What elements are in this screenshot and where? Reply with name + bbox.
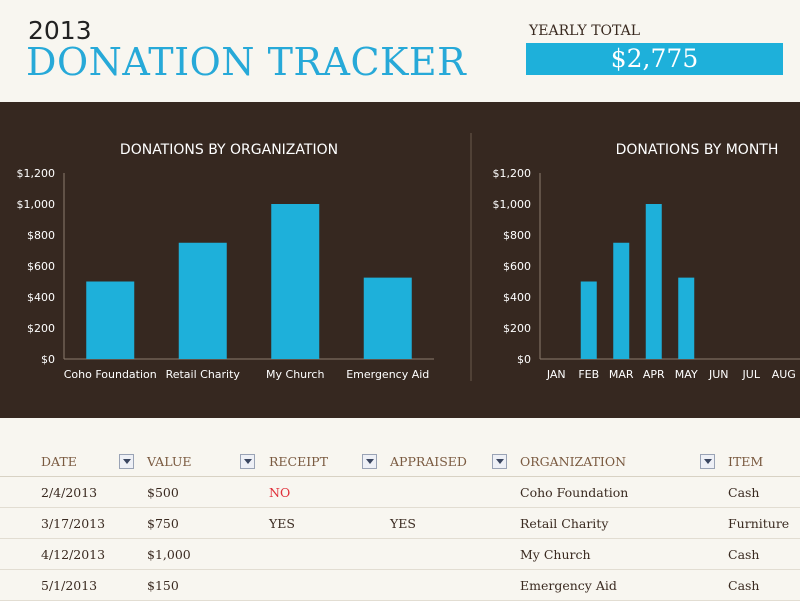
cell-date[interactable]: 3/17/2013 bbox=[0, 507, 147, 539]
filter-dropdown-receipt-icon[interactable] bbox=[362, 454, 377, 469]
y-tick-label: $1,200 bbox=[493, 167, 532, 180]
cell-receipt[interactable]: NO bbox=[269, 476, 390, 508]
y-tick-label: $400 bbox=[503, 291, 531, 304]
y-tick-label: $1,200 bbox=[17, 167, 56, 180]
cell-item[interactable]: Cash bbox=[728, 476, 800, 508]
bar-org-2 bbox=[271, 204, 320, 359]
x-category-label: Emergency Aid bbox=[346, 368, 429, 381]
y-tick-label: $800 bbox=[503, 229, 531, 242]
chart-title: DONATIONS BY MONTH bbox=[616, 142, 779, 158]
cell-organization[interactable]: Retail Charity bbox=[520, 507, 728, 539]
column-header-label: VALUE bbox=[147, 453, 192, 469]
table-row[interactable]: 3/17/2013 $750 YES YES Retail Charity Fu… bbox=[0, 507, 800, 539]
donations-table: DATE VALUE RECEIPT APPRAISED ORGANIZATIO… bbox=[0, 446, 800, 601]
cell-value[interactable]: $150 bbox=[147, 569, 269, 601]
cell-appraised[interactable] bbox=[390, 538, 520, 570]
column-header-label: ORGANIZATION bbox=[520, 453, 627, 469]
column-header-label: APPRAISED bbox=[390, 453, 467, 469]
cell-appraised[interactable]: YES bbox=[390, 507, 520, 539]
filter-dropdown-value-icon[interactable] bbox=[240, 454, 255, 469]
filter-dropdown-date-icon[interactable] bbox=[119, 454, 134, 469]
y-tick-label: $1,000 bbox=[17, 198, 56, 211]
year-label: 2013 bbox=[28, 16, 92, 45]
page-title: DONATION TRACKER bbox=[26, 40, 467, 84]
bar-month-4 bbox=[678, 277, 695, 359]
y-tick-label: $1,000 bbox=[493, 198, 532, 211]
bar-month-3 bbox=[645, 204, 662, 359]
x-category-label: Coho Foundation bbox=[64, 368, 157, 381]
yearly-total-value[interactable]: $2,775 bbox=[526, 43, 783, 75]
x-category-label: My Church bbox=[266, 368, 324, 381]
cell-item[interactable]: Furniture bbox=[728, 507, 800, 539]
x-category-label: JUL bbox=[742, 368, 761, 381]
header: 2013 DONATION TRACKER YEARLY TOTAL $2,77… bbox=[0, 0, 800, 102]
bar-month-2 bbox=[613, 242, 630, 359]
cell-value[interactable]: $500 bbox=[147, 476, 269, 508]
column-header-date[interactable]: DATE bbox=[0, 446, 147, 477]
column-header-item[interactable]: ITEM bbox=[728, 446, 800, 477]
column-header-value[interactable]: VALUE bbox=[147, 446, 269, 477]
y-tick-label: $600 bbox=[27, 260, 55, 273]
cell-receipt[interactable] bbox=[269, 569, 390, 601]
filter-dropdown-organization-icon[interactable] bbox=[700, 454, 715, 469]
cell-date[interactable]: 4/12/2013 bbox=[0, 538, 147, 570]
bar-org-1 bbox=[178, 242, 227, 359]
table-row[interactable]: 4/12/2013 $1,000 My Church Cash bbox=[0, 538, 800, 570]
x-category-label: JAN bbox=[546, 368, 566, 381]
cell-item[interactable]: Cash bbox=[728, 569, 800, 601]
x-category-label: FEB bbox=[578, 368, 599, 381]
table-header-row: DATE VALUE RECEIPT APPRAISED ORGANIZATIO… bbox=[0, 446, 800, 477]
yearly-total-label: YEARLY TOTAL bbox=[529, 23, 641, 39]
column-header-label: ITEM bbox=[728, 453, 764, 469]
y-tick-label: $200 bbox=[27, 322, 55, 335]
charts-svg: DONATIONS BY ORGANIZATION $0 $200 $400 $600 $… bbox=[17, 133, 800, 381]
x-category-label: JUN bbox=[708, 368, 729, 381]
x-category-label: Retail Charity bbox=[166, 368, 241, 381]
cell-receipt[interactable]: YES bbox=[269, 507, 390, 539]
cell-organization[interactable]: Coho Foundation bbox=[520, 476, 728, 508]
column-header-receipt[interactable]: RECEIPT bbox=[269, 446, 390, 477]
y-tick-label: $200 bbox=[503, 322, 531, 335]
column-header-appraised[interactable]: APPRAISED bbox=[390, 446, 520, 477]
cell-value[interactable]: $1,000 bbox=[147, 538, 269, 570]
x-category-label: MAY bbox=[675, 368, 698, 381]
y-tick-label: $0 bbox=[41, 353, 55, 366]
cell-value[interactable]: $750 bbox=[147, 507, 269, 539]
x-category-label: MAR bbox=[609, 368, 634, 381]
cell-appraised[interactable] bbox=[390, 569, 520, 601]
y-tick-label: $0 bbox=[517, 353, 531, 366]
bar-org-0 bbox=[86, 281, 135, 359]
cell-date[interactable]: 2/4/2013 bbox=[0, 476, 147, 508]
cell-item[interactable]: Cash bbox=[728, 538, 800, 570]
cell-receipt[interactable] bbox=[269, 538, 390, 570]
column-header-organization[interactable]: ORGANIZATION bbox=[520, 446, 728, 477]
cell-date[interactable]: 5/1/2013 bbox=[0, 569, 147, 601]
bar-month-1 bbox=[580, 281, 597, 359]
filter-dropdown-appraised-icon[interactable] bbox=[492, 454, 507, 469]
bar-org-3 bbox=[363, 277, 412, 359]
table-row[interactable]: 5/1/2013 $150 Emergency Aid Cash bbox=[0, 569, 800, 601]
column-header-label: RECEIPT bbox=[269, 453, 328, 469]
column-header-label: DATE bbox=[41, 453, 77, 469]
cell-appraised[interactable] bbox=[390, 476, 520, 508]
y-tick-label: $800 bbox=[27, 229, 55, 242]
x-category-label: APR bbox=[643, 368, 665, 381]
x-category-label: AUG bbox=[772, 368, 796, 381]
table-row[interactable]: 2/4/2013 $500 NO Coho Foundation Cash bbox=[0, 476, 800, 508]
cell-organization[interactable]: My Church bbox=[520, 538, 728, 570]
y-tick-label: $600 bbox=[503, 260, 531, 273]
cell-organization[interactable]: Emergency Aid bbox=[520, 569, 728, 601]
charts-band: DONATIONS BY ORGANIZATION $0 $200 $400 $600 $… bbox=[0, 102, 800, 418]
y-tick-label: $400 bbox=[27, 291, 55, 304]
chart-title: DONATIONS BY ORGANIZATION bbox=[120, 142, 338, 158]
